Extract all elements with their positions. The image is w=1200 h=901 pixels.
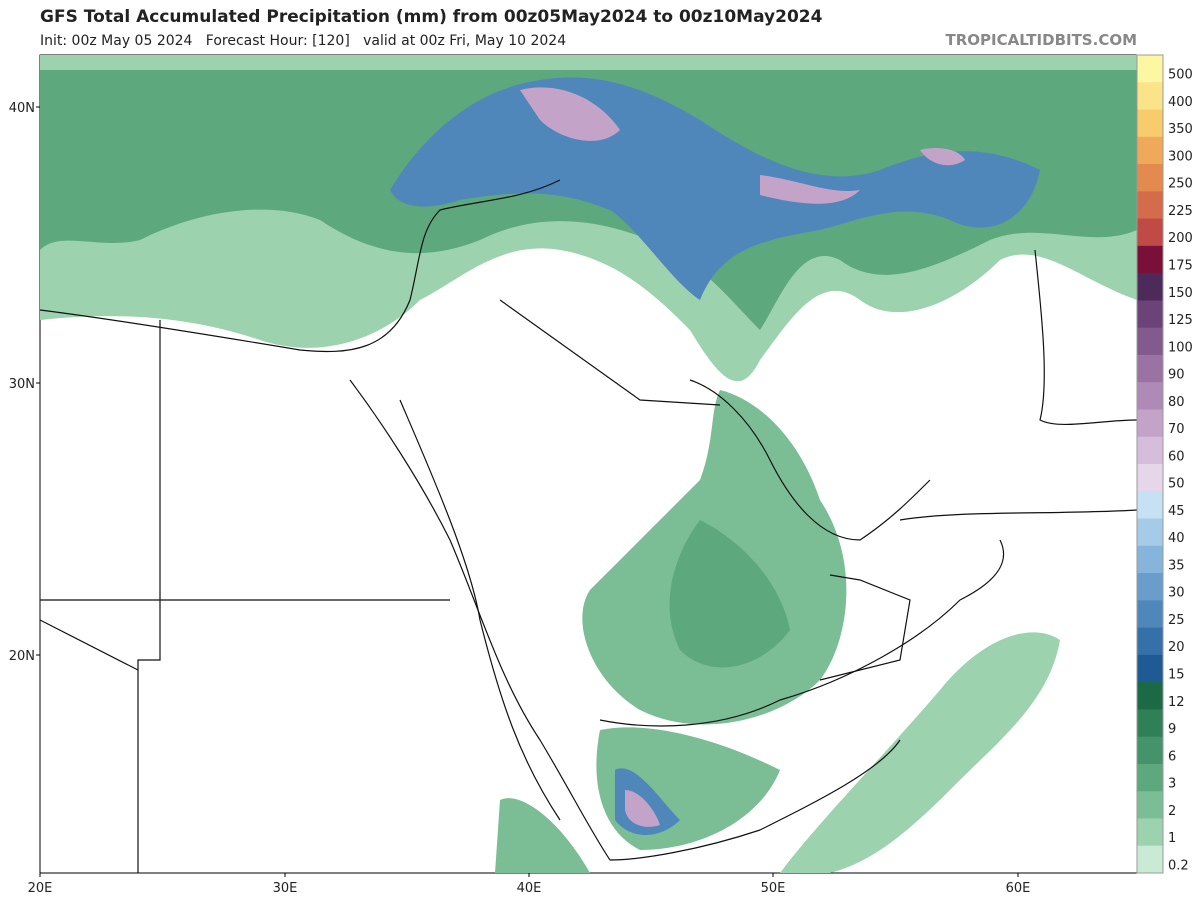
subtitle: Init: 00z May 05 2024 Forecast Hour: [12… [40, 33, 566, 49]
brand: TROPICALTIDBITS.COM [946, 31, 1138, 49]
colorbar-swatch [1137, 818, 1163, 847]
colorbar-swatch [1137, 55, 1163, 83]
colorbar-label: 50 [1168, 477, 1185, 492]
colorbar-label: 125 [1168, 313, 1193, 328]
colorbar-swatch [1137, 82, 1163, 111]
colorbar-label: 0.2 [1168, 858, 1189, 873]
colorbar-swatch [1137, 382, 1163, 410]
colorbar-label: 20 [1168, 640, 1185, 655]
colorbar-swatch [1137, 218, 1163, 247]
colorbar-swatch [1137, 109, 1163, 138]
colorbar-swatch [1137, 682, 1163, 710]
precip-field [40, 55, 1137, 873]
colorbar-label: 1 [1168, 831, 1176, 846]
colorbar-label: 3 [1168, 777, 1176, 792]
lon-label: 20E [28, 881, 53, 896]
colorbar-swatch [1137, 327, 1163, 356]
colorbar-label: 80 [1168, 395, 1185, 410]
colorbar-swatch [1137, 845, 1163, 874]
colorbar-swatch [1137, 245, 1163, 274]
colorbar-label: 30 [1168, 586, 1185, 601]
colorbar-swatch [1137, 709, 1163, 738]
coastlines [40, 179, 1137, 873]
colorbar-swatch [1137, 545, 1163, 574]
colorbar-label: 70 [1168, 422, 1185, 437]
colorbar-swatch [1137, 436, 1163, 465]
lon-label: 30E [273, 881, 298, 896]
colorbar-swatch [1137, 464, 1163, 492]
colorbar-label: 40 [1168, 531, 1185, 546]
colorbar-label: 175 [1168, 259, 1193, 274]
lon-label: 50E [761, 881, 786, 896]
colorbar-swatch [1137, 191, 1163, 220]
colorbar-label: 250 [1168, 177, 1193, 192]
colorbar-swatch [1137, 136, 1163, 165]
colorbar-label: 2 [1168, 804, 1176, 819]
colorbar-swatch [1137, 600, 1163, 629]
colorbar-label: 400 [1168, 95, 1193, 110]
colorbar-label: 350 [1168, 122, 1193, 137]
colorbar-swatch [1137, 654, 1163, 683]
lat-label: 40N [9, 101, 35, 116]
colorbar-swatch [1137, 354, 1163, 383]
colorbar-label: 300 [1168, 149, 1193, 164]
colorbar-label: 12 [1168, 695, 1185, 710]
title: GFS Total Accumulated Precipitation (mm)… [40, 7, 823, 27]
colorbar-label: 100 [1168, 340, 1193, 355]
colorbar-label: 225 [1168, 204, 1193, 219]
colorbar-label: 200 [1168, 231, 1193, 246]
colorbar-label: 150 [1168, 286, 1193, 301]
colorbar-swatch [1137, 518, 1163, 547]
colorbar-label: 15 [1168, 668, 1185, 683]
colorbar-frame [1136, 54, 1164, 874]
lat-label: 20N [9, 649, 35, 664]
colorbar-label: 500 [1168, 68, 1193, 83]
lon-label: 60E [1006, 881, 1031, 896]
colorbar-label: 45 [1168, 504, 1185, 519]
colorbar-swatch [1137, 491, 1163, 520]
lon-label: 40E [517, 881, 542, 896]
colorbar: 5004003503002502252001751501251009080706… [1136, 54, 1193, 874]
colorbar-swatch [1137, 300, 1163, 329]
colorbar-swatch [1137, 409, 1163, 438]
colorbar-swatch [1137, 627, 1163, 656]
colorbar-swatch [1137, 736, 1163, 765]
colorbar-swatch [1137, 164, 1163, 192]
colorbar-label: 9 [1168, 722, 1176, 737]
colorbar-label: 35 [1168, 558, 1185, 573]
colorbar-label: 90 [1168, 368, 1185, 383]
lat-label: 30N [9, 377, 35, 392]
map [39, 54, 1138, 874]
colorbar-label: 25 [1168, 613, 1185, 628]
colorbar-swatch [1137, 273, 1163, 301]
colorbar-swatch [1137, 763, 1163, 792]
colorbar-label: 6 [1168, 749, 1176, 764]
colorbar-swatch [1137, 791, 1163, 819]
colorbar-swatch [1137, 573, 1163, 601]
colorbar-label: 60 [1168, 449, 1185, 464]
